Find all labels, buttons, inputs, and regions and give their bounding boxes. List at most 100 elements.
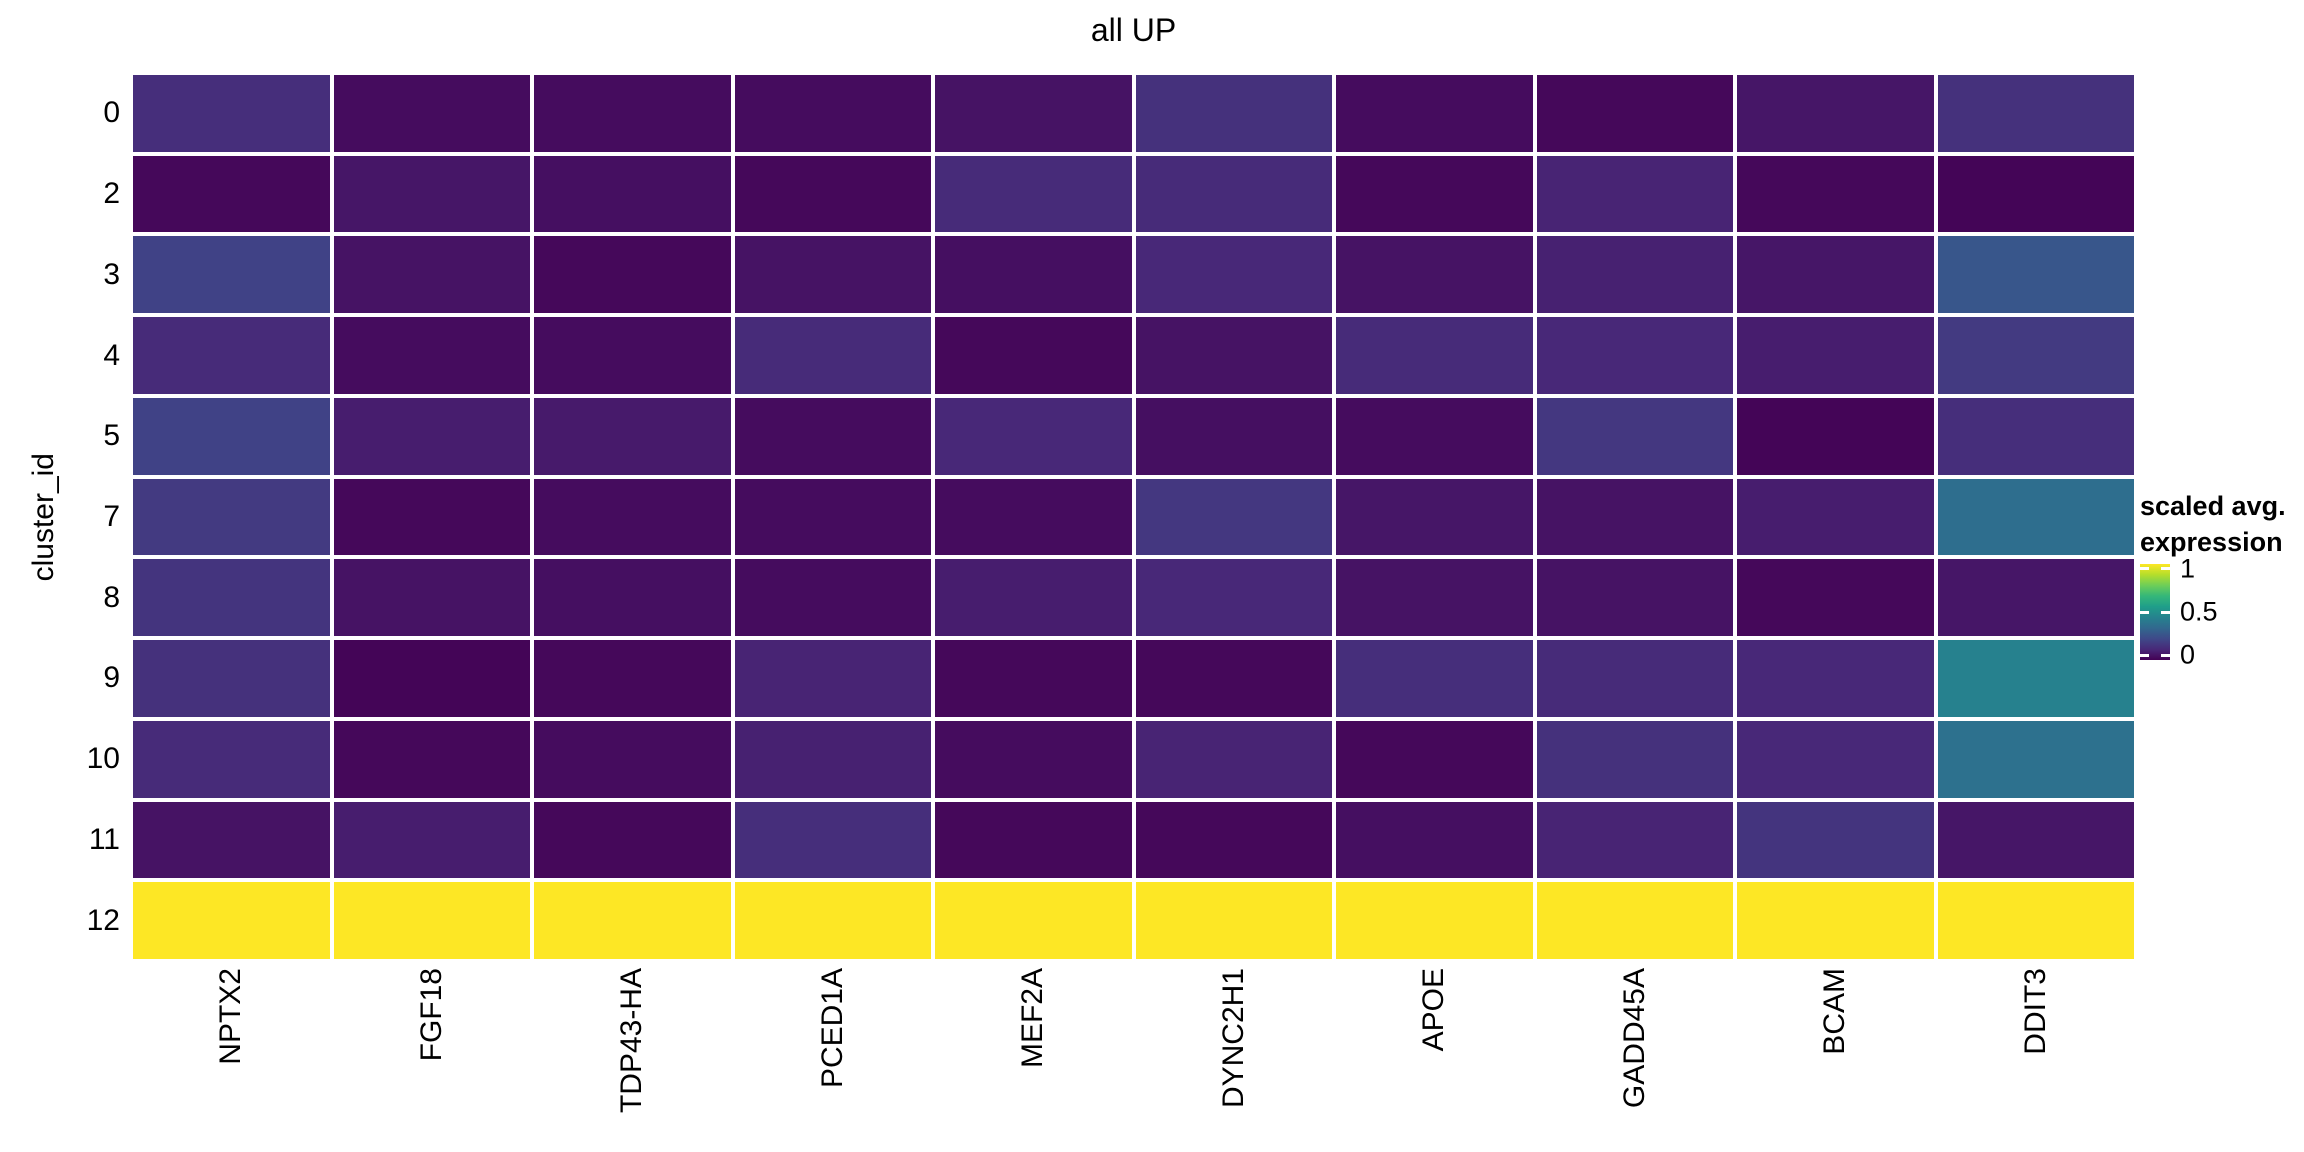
- heatmap-cell: [1536, 317, 1733, 394]
- heatmap-cell: [1536, 720, 1733, 798]
- y-tick-label: 9: [103, 661, 120, 695]
- heatmap-cell: [1536, 236, 1733, 314]
- legend-tickmark: [2140, 567, 2149, 571]
- heatmap-cell: [1536, 801, 1733, 879]
- heatmap-cell: [734, 155, 931, 233]
- heatmap-cell: [534, 236, 731, 314]
- heatmap-cell: [1737, 317, 1934, 394]
- heatmap-cell: [1536, 75, 1733, 152]
- heatmap-cell: [1135, 559, 1332, 637]
- legend-tickmark: [2161, 610, 2170, 614]
- heatmap-cell: [734, 478, 931, 556]
- legend-colorbar-wrap: 1 0.5 0: [2140, 553, 2304, 670]
- legend: scaled avg. expression 1 0.5 0: [2140, 488, 2304, 670]
- legend-tickmark: [2140, 653, 2149, 657]
- heatmap-cell: [333, 155, 530, 233]
- x-tick-label: FGF18: [414, 968, 448, 1062]
- heatmap-cell: [1336, 236, 1533, 314]
- x-tick-label: MEF2A: [1016, 968, 1050, 1069]
- x-tick-label: NPTX2: [214, 968, 248, 1065]
- legend-tick-label: 0: [2180, 639, 2196, 670]
- legend-tick-label: 1: [2180, 553, 2196, 584]
- heatmap-cell: [333, 720, 530, 798]
- heatmap-cell: [1937, 75, 2134, 152]
- heatmap-cell: [534, 882, 731, 959]
- heatmap-cell: [935, 236, 1132, 314]
- heatmap-cell: [1135, 317, 1332, 394]
- heatmap-cell: [1135, 75, 1332, 152]
- heatmap-cell: [1135, 478, 1332, 556]
- heatmap-cell: [133, 317, 330, 394]
- heatmap-cell: [1536, 640, 1733, 717]
- heatmap-cell: [133, 640, 330, 717]
- heatmap-cell: [1336, 801, 1533, 879]
- heatmap-cell: [534, 801, 731, 879]
- plot-title: all UP: [1090, 12, 1177, 48]
- heatmap-cell: [1937, 478, 2134, 556]
- heatmap-cell: [133, 882, 330, 959]
- heatmap-cell: [734, 640, 931, 717]
- heatmap-cell: [1737, 75, 1934, 152]
- heatmap-cell: [534, 640, 731, 717]
- heatmap-cell: [935, 882, 1132, 959]
- y-tick-label: 7: [103, 500, 120, 533]
- heatmap-cell: [1336, 720, 1533, 798]
- heatmap-cell: [1336, 882, 1533, 959]
- heatmap-cell: [133, 478, 330, 556]
- heatmap-cell: [333, 75, 530, 152]
- heatmap-cell: [534, 720, 731, 798]
- heatmap-cell: [935, 640, 1132, 717]
- heatmap-cell: [1737, 478, 1934, 556]
- y-tick-label: 2: [103, 177, 120, 211]
- heatmap-cell: [1737, 559, 1934, 637]
- heatmap-cell: [1937, 559, 2134, 637]
- heatmap-cell: [333, 559, 530, 637]
- legend-title-line-1: scaled avg.: [2140, 491, 2286, 521]
- heatmap-cell: [734, 75, 931, 152]
- heatmap-cell: [1135, 640, 1332, 717]
- heatmap-cell: [1336, 75, 1533, 152]
- heatmap-cell: [935, 478, 1132, 556]
- heatmap-cell: [1937, 720, 2134, 798]
- heatmap-cell: [1937, 155, 2134, 233]
- heatmap-cell: [1737, 155, 1934, 233]
- heatmap-cell: [333, 640, 530, 717]
- legend-tick-label: 0.5: [2180, 596, 2218, 627]
- heatmap-cell: [534, 397, 731, 475]
- x-tick-label: DYNC2H1: [1216, 968, 1250, 1109]
- heatmap-cell: [1135, 882, 1332, 959]
- heatmap-cell: [1536, 882, 1733, 959]
- heatmap-cell: [935, 397, 1132, 475]
- y-tick-label: 10: [86, 742, 120, 776]
- heatmap-cell: [935, 801, 1132, 879]
- y-tick-label: 4: [103, 338, 120, 372]
- heatmap-cell: [133, 75, 330, 152]
- heatmap-cell: [1135, 155, 1332, 233]
- heatmap-cell: [133, 559, 330, 637]
- heatmap-cell: [1336, 397, 1533, 475]
- heatmap-cell: [1737, 640, 1934, 717]
- y-tick-label: 0: [103, 96, 120, 130]
- y-tick-label: 8: [103, 580, 120, 614]
- heatmap-cell: [935, 155, 1132, 233]
- heatmap-cell: [1336, 478, 1533, 556]
- heatmap-cell: [1336, 559, 1533, 637]
- heatmap-cell: [333, 882, 530, 959]
- x-tick-label: GADD45A: [1617, 968, 1651, 1109]
- legend-title-line-2: expression: [2140, 527, 2283, 557]
- heatmap-cell: [534, 75, 731, 152]
- y-tick-label: 5: [103, 419, 120, 453]
- heatmap-cell: [1737, 397, 1934, 475]
- heatmap-cell: [734, 559, 931, 637]
- heatmap-cell: [1135, 720, 1332, 798]
- heatmap-cell: [1336, 317, 1533, 394]
- heatmap-cell: [133, 397, 330, 475]
- legend-tickmark: [2161, 653, 2170, 657]
- y-tick-label: 11: [88, 822, 120, 856]
- heatmap-grid: [133, 75, 2134, 959]
- heatmap-cell: [534, 155, 731, 233]
- heatmap-cell: [1937, 882, 2134, 959]
- heatmap-cell: [1937, 801, 2134, 879]
- heatmap-cell: [935, 720, 1132, 798]
